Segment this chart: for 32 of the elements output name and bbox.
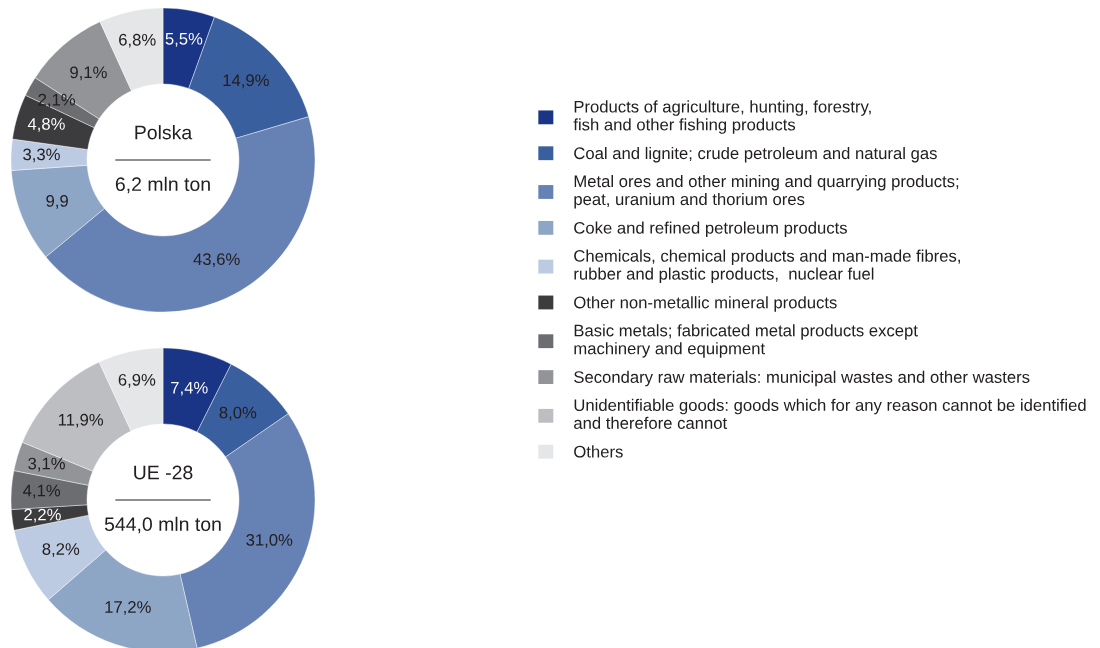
data-label: 2,2%: [24, 508, 61, 523]
data-label: 14,9%: [223, 74, 269, 89]
text: 544,0 mln ton: [104, 516, 221, 534]
legend-label: Metal ores and other mining and quarrying products; peat, uranium and thorium ores: [574, 174, 959, 209]
legend-label: Unidentifiable goods: goods which for any reason cannot be identified and therefore cannot: [574, 398, 1086, 429]
data-label: 3,3%: [23, 148, 60, 163]
data-label: 17,2%: [105, 601, 151, 615]
data-label: 4,8%: [27, 118, 65, 132]
text: Polska: [135, 125, 193, 140]
data-label: 7,4%: [171, 381, 208, 396]
data-label: 5,5%: [165, 32, 203, 47]
text: UE -28: [134, 465, 193, 480]
legend-label: Basic metals; fabricated metal products except machinery and equipment: [574, 324, 918, 358]
data-label: 43,6%: [193, 253, 240, 268]
legend-label: Other non-metallic mineral products: [574, 296, 837, 312]
legend-label: Secondary raw materials: municipal wastes and other wasters: [574, 370, 1030, 387]
legend-label: Coal and lignite; crude petroleum and natural gas: [574, 146, 937, 163]
data-label: 4,1%: [23, 484, 61, 499]
data-label: 8,2%: [42, 543, 80, 557]
data-label: 3,1%: [28, 457, 65, 472]
data-label: 6,9%: [118, 373, 156, 388]
data-label: 6,8%: [119, 33, 156, 48]
data-label: 8,0%: [219, 406, 257, 421]
legend-label: Chemicals, chemical products and man-made fibres, rubber and plastic products, nuclear fuel: [574, 249, 960, 284]
legend-label: Others: [574, 445, 623, 458]
data-label: 9,9: [46, 194, 68, 209]
data-label: 9,1%: [70, 66, 107, 81]
text: 6,2 mln ton: [115, 176, 210, 194]
legend-label: Coke and refined petroleum products: [574, 221, 847, 238]
legend-label: Products of agriculture, hunting, forestry, fish and other fishing products: [573, 100, 871, 134]
data-label: 31,0%: [246, 533, 293, 548]
data-label: 11,9%: [58, 413, 104, 428]
